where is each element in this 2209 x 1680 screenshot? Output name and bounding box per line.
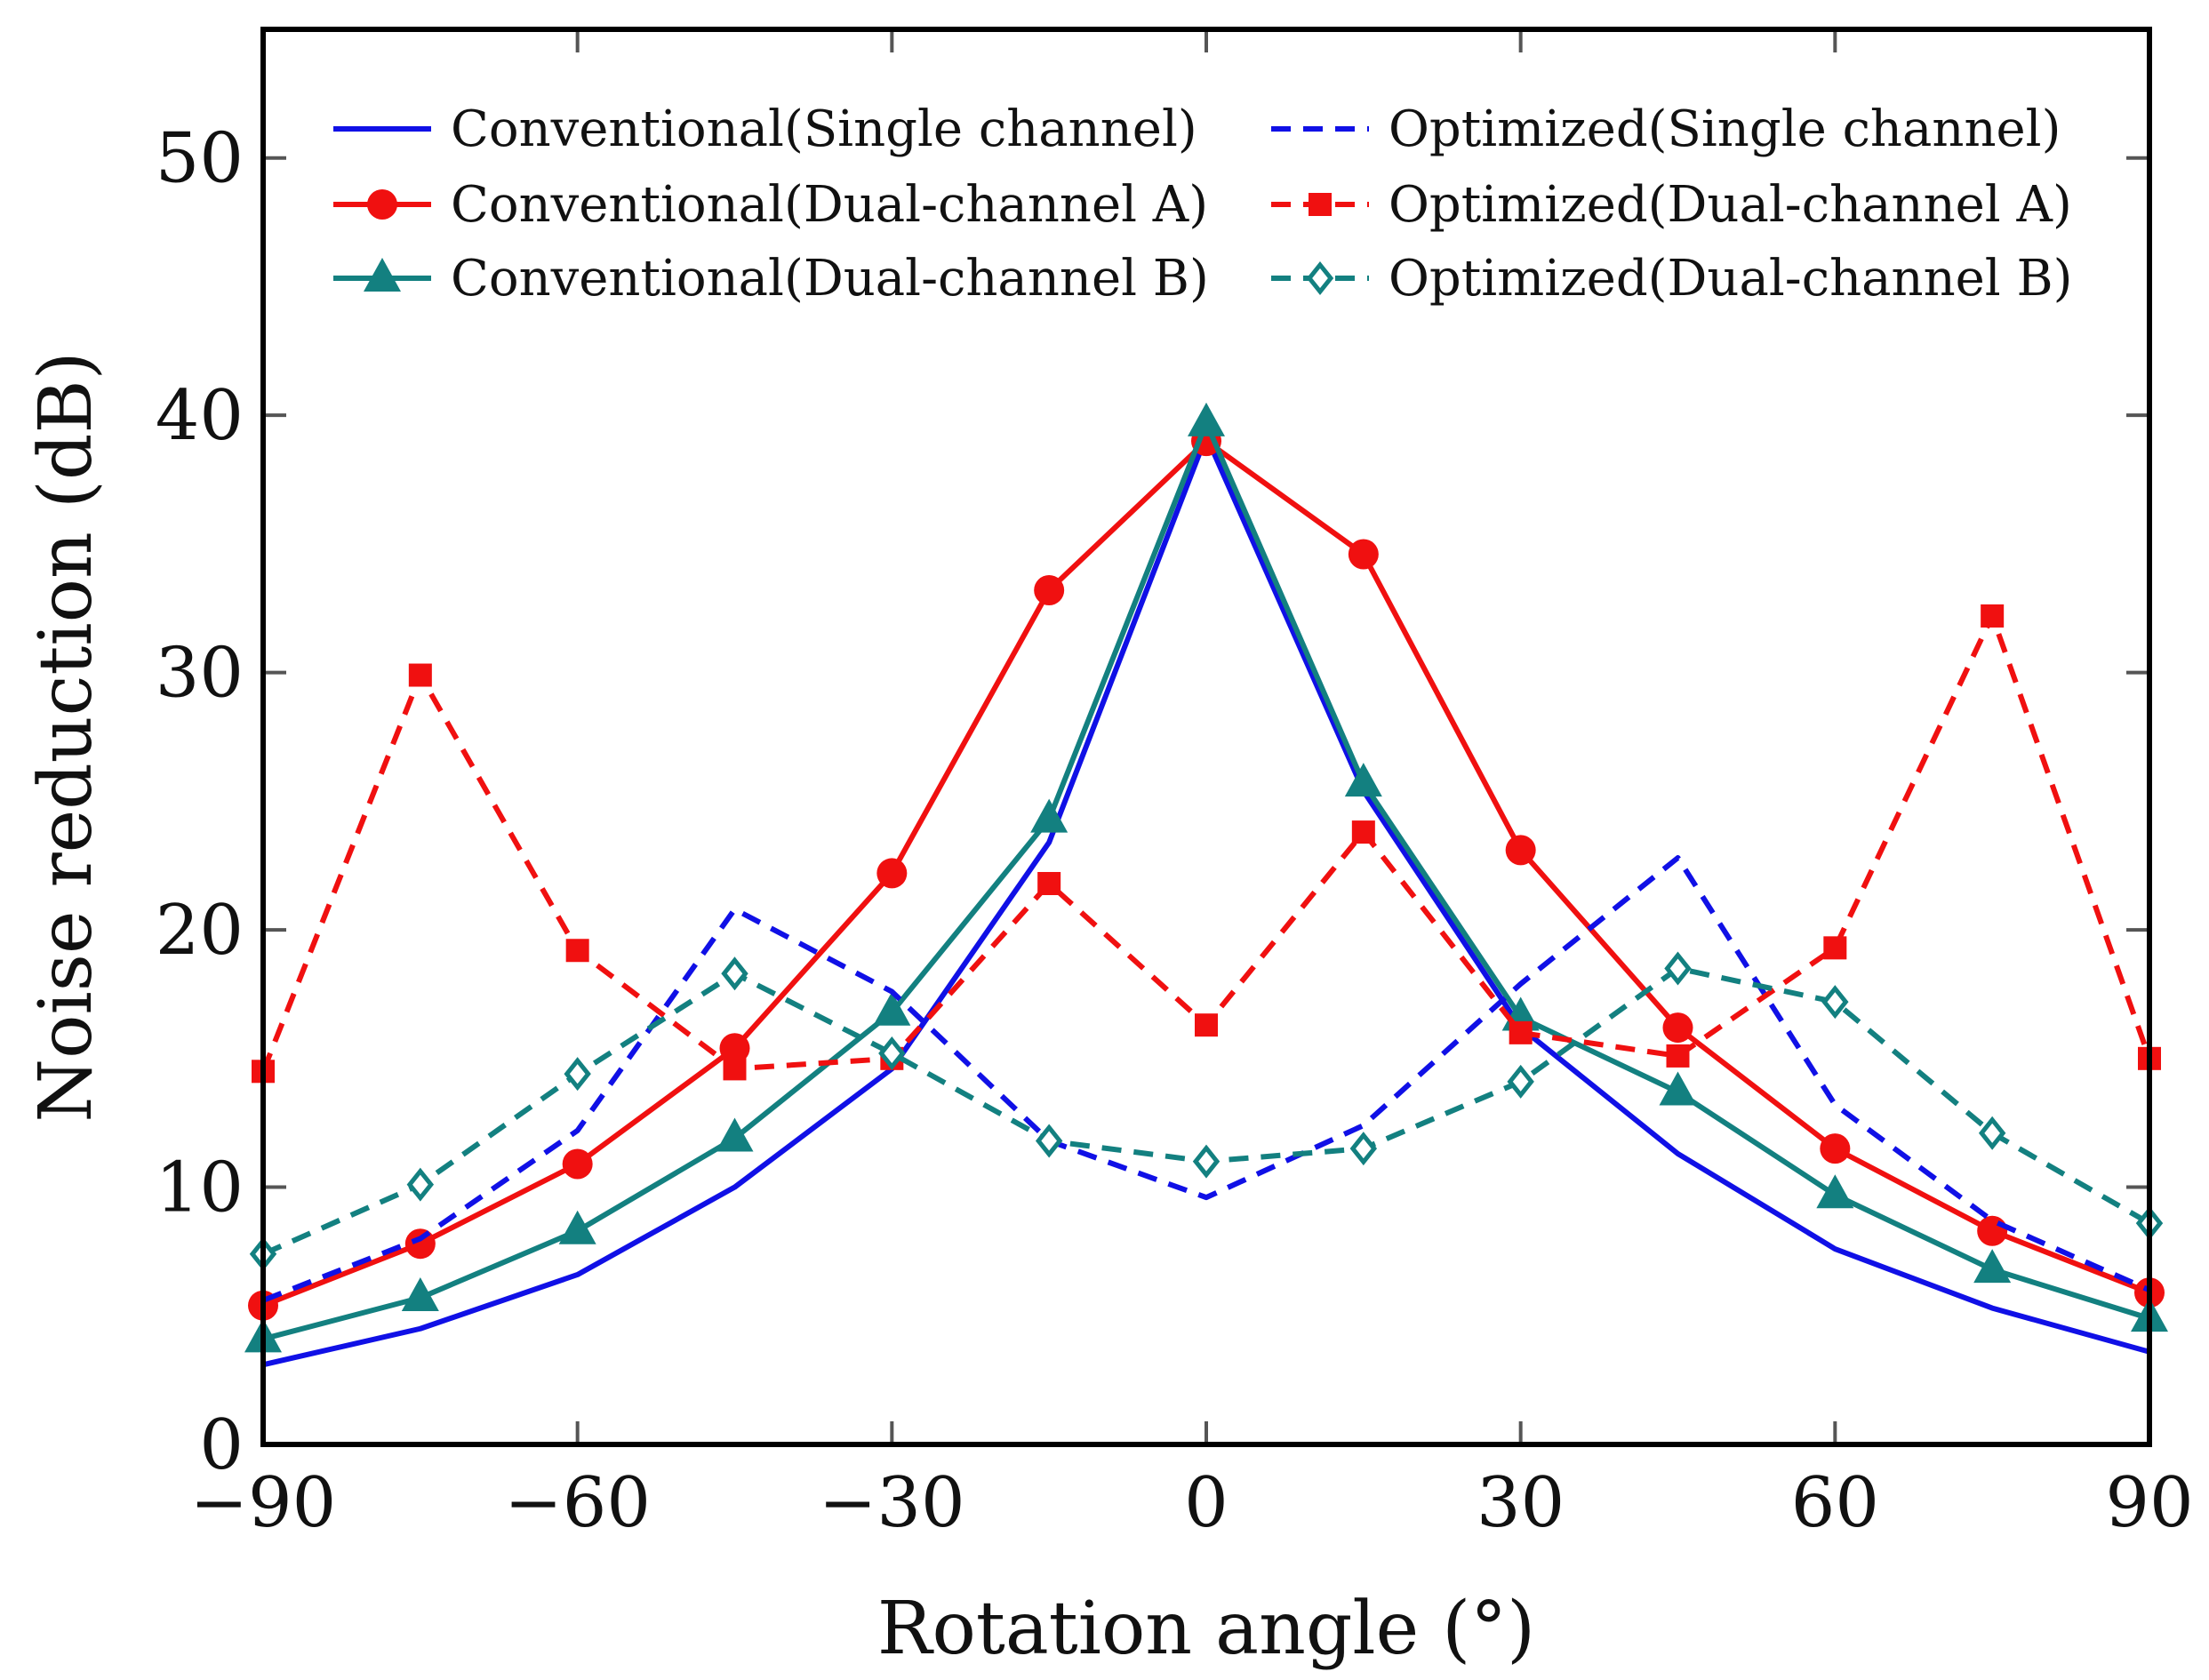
legend-label: Optimized(Single channel) (1389, 100, 2061, 158)
y-tick-label: 20 (156, 891, 244, 971)
data-point (1344, 763, 1382, 797)
data-point (1659, 1071, 1697, 1106)
data-point (1037, 871, 1061, 895)
data-point (1351, 820, 1375, 844)
series-6 (249, 951, 2164, 1271)
data-point (721, 956, 748, 991)
x-tick-label: 30 (1477, 1463, 1565, 1543)
x-axis-label: Rotation angle (°) (877, 1587, 1535, 1671)
data-point (1505, 835, 1536, 866)
data-point (1030, 798, 1068, 833)
data-point (1977, 1215, 2008, 1246)
legend-item: Optimized(Dual-channel A) (1271, 176, 2072, 234)
data-point (1823, 936, 1847, 960)
legend-item: Optimized(Dual-channel B) (1271, 250, 2073, 308)
data-point (1349, 1132, 1378, 1166)
plot-frame (260, 27, 2152, 1447)
data-point (1820, 1133, 1851, 1164)
data-point (406, 1167, 435, 1202)
x-tick-label: −30 (819, 1463, 965, 1543)
legend-marker (364, 258, 401, 292)
data-point (1666, 1044, 1690, 1068)
data-point (1981, 604, 2005, 628)
data-point (1192, 1144, 1221, 1179)
data-point (1978, 1116, 2006, 1150)
data-point (723, 1057, 747, 1081)
y-tick-label: 30 (156, 634, 244, 714)
data-point (1348, 539, 1379, 570)
x-tick-label: −90 (190, 1463, 337, 1543)
data-point (1188, 402, 1225, 436)
y-tick-labels: 0 10 20 30 40 50 (156, 119, 244, 1485)
y-tick-label: 50 (156, 119, 244, 199)
y-tick-label: 0 (199, 1405, 244, 1485)
data-point (401, 1277, 439, 1312)
data-point (408, 663, 432, 687)
data-point (876, 858, 908, 889)
legend-item: Conventional(Dual-channel A) (333, 176, 1208, 234)
data-point (873, 991, 911, 1026)
y-tick-label: 40 (156, 376, 244, 456)
data-point (1821, 985, 1849, 1020)
y-axis-label: Noise reduction (dB) (24, 351, 108, 1122)
legend-marker (367, 189, 397, 220)
legend-marker (1309, 193, 1332, 216)
legend-item: Conventional(Single channel) (333, 100, 1197, 158)
series-layer (244, 402, 2168, 1368)
series-5 (252, 604, 2161, 1084)
data-point (1035, 1124, 1063, 1158)
series-2 (248, 426, 2165, 1321)
x-tick-label: 90 (2105, 1463, 2193, 1543)
data-point (1509, 1020, 1533, 1044)
data-point (719, 1033, 750, 1064)
legend-label: Optimized(Dual-channel B) (1389, 250, 2073, 308)
data-point (564, 1057, 591, 1092)
x-tick-label: 60 (1791, 1463, 1879, 1543)
x-tick-labels: −90 −60 −30 0 30 60 90 (190, 1463, 2194, 1543)
data-point (878, 1036, 906, 1071)
data-point (716, 1117, 754, 1152)
x-tick-label: −60 (504, 1463, 651, 1543)
data-point (1816, 1174, 1854, 1209)
data-point (1034, 575, 1065, 606)
legend-marker (1306, 260, 1334, 296)
legend: Conventional(Single channel) Conventional… (333, 100, 2073, 308)
series-4 (261, 855, 2151, 1303)
x-tick-label: 0 (1184, 1463, 1229, 1543)
legend-label: Conventional(Dual-channel B) (451, 250, 1209, 308)
legend-label: Conventional(Dual-channel A) (451, 176, 1208, 234)
data-point (558, 1210, 596, 1244)
data-point (1195, 1013, 1218, 1037)
legend-item: Optimized(Single channel) (1271, 100, 2061, 158)
series-3 (244, 402, 2168, 1353)
legend-item: Conventional(Dual-channel B) (333, 250, 1209, 308)
data-point (404, 1228, 436, 1260)
data-point (565, 939, 589, 963)
data-point (562, 1148, 593, 1180)
y-tick-label: 10 (156, 1148, 244, 1228)
data-point (1507, 1064, 1534, 1099)
data-point (1973, 1249, 2012, 1284)
data-point (1662, 1012, 1693, 1044)
series-line (261, 855, 2151, 1303)
data-point (1664, 951, 1692, 986)
legend-label: Optimized(Dual-channel A) (1389, 176, 2072, 234)
legend-label: Conventional(Single channel) (451, 100, 1197, 158)
